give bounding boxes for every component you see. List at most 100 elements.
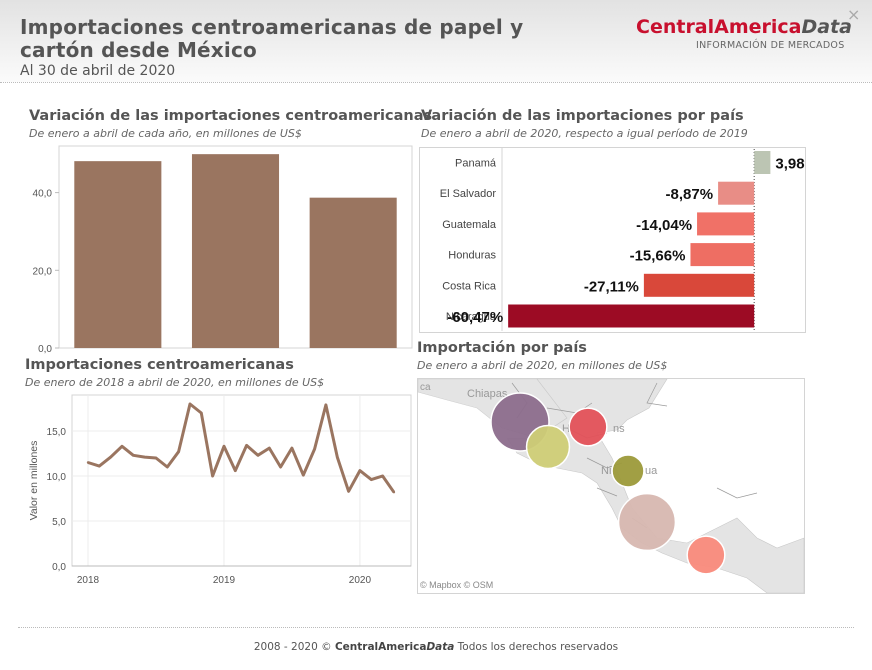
country-label: Costa Rica [442, 280, 497, 292]
map-attribution[interactable]: © Mapbox © OSM [420, 580, 494, 590]
annual-chart-subtitle: De enero a abril de cada año, en millone… [29, 127, 302, 140]
y-tick-label: 0,0 [52, 562, 66, 573]
country-variation-chart: Panamá 3,98% El Salvador -8,87% Guatemala -14… [440, 147, 805, 331]
bubble-map[interactable]: ca Chiapas H ns Ni ua [417, 378, 805, 594]
y-tick-label: 40,0 [33, 189, 53, 200]
map-label-nicaragua-ua: ua [645, 465, 658, 477]
logo-main: CentralAmerica [636, 16, 802, 38]
point-2018-01 [86, 461, 90, 464]
bar-El Salvador [718, 181, 755, 205]
logo-italic: Data [801, 16, 853, 38]
country-label: Panamá [455, 158, 497, 170]
value-label: -14,04% [636, 217, 692, 234]
point-2020-02 [370, 478, 373, 481]
monthly-chart-title: Importaciones centroamericanas [25, 357, 294, 373]
map-label-chiapas: Chiapas [467, 388, 508, 400]
y-tick-label: 10,0 [47, 472, 67, 483]
point-2018-10 [188, 402, 192, 406]
header [0, 0, 872, 82]
map-subtitle: De enero a abril de 2020, en millones de… [417, 359, 668, 372]
bar-Panamá [754, 151, 771, 174]
point-2018-04 [120, 445, 124, 448]
point-2019-08 [302, 473, 305, 477]
country-label: Honduras [448, 250, 496, 262]
point-2020-01 [358, 469, 362, 472]
footer-brand-main: CentralAmerica [334, 641, 427, 653]
y-tick-label: 0,0 [38, 344, 52, 355]
country-label: Nicaragua [446, 311, 497, 323]
point-2020-04 [392, 491, 396, 494]
y-tick-label: 20,0 [33, 266, 53, 277]
country-label: El Salvador [440, 188, 497, 200]
bar-Costa Rica [643, 273, 755, 297]
bubble-Costa Rica [617, 492, 677, 552]
bubble-Honduras [568, 407, 608, 447]
point-2019-09 [313, 447, 316, 451]
point-2019-11 [336, 455, 339, 459]
bar-2018 [74, 161, 162, 348]
bar-2019 [191, 154, 280, 348]
bubble-Panamá [686, 535, 726, 575]
bar-2020 [309, 197, 397, 348]
value-label: -27,11% [584, 278, 639, 295]
country-label: Guatemala [442, 219, 497, 231]
monthly-series-line [87, 402, 396, 494]
annual-bar-chart: 0,0 20,0 40,0 [33, 145, 413, 355]
page-date: Al 30 de abril de 2020 [20, 63, 176, 79]
value-label: -15,66% [630, 248, 686, 265]
bubble-Nicaragua [611, 454, 645, 488]
point-2019-04 [256, 454, 260, 457]
monthly-chart-subtitle: De enero de 2018 a abril de 2020, en mil… [25, 376, 325, 389]
y-tick-label: 15,0 [47, 427, 67, 438]
point-2019-03 [245, 444, 248, 447]
map-label-nicaragua-ni: Ni [601, 465, 611, 477]
point-2019-01 [222, 445, 226, 448]
map-title: Importación por país [417, 340, 587, 356]
value-label: 3,98% [775, 156, 805, 173]
country-variation-subtitle: De enero a abril de 2020, respecto a igu… [421, 127, 748, 140]
x-tick-label: 2019 [213, 575, 236, 586]
point-2018-05 [132, 454, 135, 457]
close-icon[interactable]: × [847, 5, 861, 24]
x-tick-label: 2018 [77, 575, 100, 586]
bubble-El Salvador [525, 424, 571, 470]
point-2020-03 [381, 474, 384, 478]
footer-prefix: 2008 - 2020 © [253, 641, 335, 653]
header-divider [0, 82, 872, 83]
country-variation-panel [419, 147, 806, 333]
point-2018-02 [98, 464, 101, 468]
y-tick-label: 5,0 [52, 517, 66, 528]
point-2019-07 [290, 446, 294, 450]
point-2018-03 [109, 455, 112, 459]
map-label-ca: ca [420, 382, 431, 393]
point-2019-12 [347, 490, 350, 493]
footer-brand[interactable]: CentralAmericaData [335, 641, 454, 653]
page-title: Importaciones centroamericanas de papel … [20, 15, 524, 62]
point-2018-12 [211, 474, 214, 478]
logo[interactable]: CentralAmericaData [636, 16, 852, 38]
footer-suffix: Todos los derechos reservados [454, 641, 619, 653]
point-2019-02 [234, 469, 237, 472]
point-2019-10 [324, 403, 328, 407]
bar-Honduras [690, 243, 755, 267]
country-variation-title: Variación de las importaciones por país [421, 108, 744, 124]
monthly-line-chart: 0,0 5,0 10,0 15,0 2018 2019 2020 Valor en millo… [28, 394, 412, 586]
annual-chart-title: Variación de las importaciones centroame… [29, 108, 433, 124]
value-label: -60,47% [447, 309, 503, 326]
map-label-honduras-h: H [562, 423, 570, 435]
y-axis-label: Valor en millones [28, 441, 40, 521]
logo-tagline: INFORMACIÓN DE MERCADOS [696, 40, 845, 51]
point-2018-07 [154, 456, 158, 460]
bar-Nicaragua [508, 304, 755, 328]
footer-brand-italic: Data [426, 641, 455, 653]
value-label: -8,87% [666, 186, 714, 203]
x-tick-label: 2020 [349, 575, 372, 586]
point-2018-06 [143, 455, 146, 459]
point-2018-11 [200, 411, 203, 415]
point-2018-09 [177, 450, 180, 453]
bar-Guatemala [697, 212, 755, 236]
point-2018-08 [166, 465, 169, 469]
point-2019-06 [279, 465, 282, 469]
footer: 2008 - 2020 © CentralAmericaData Todos l… [0, 641, 872, 653]
map-label-honduras-ns: ns [613, 423, 625, 435]
